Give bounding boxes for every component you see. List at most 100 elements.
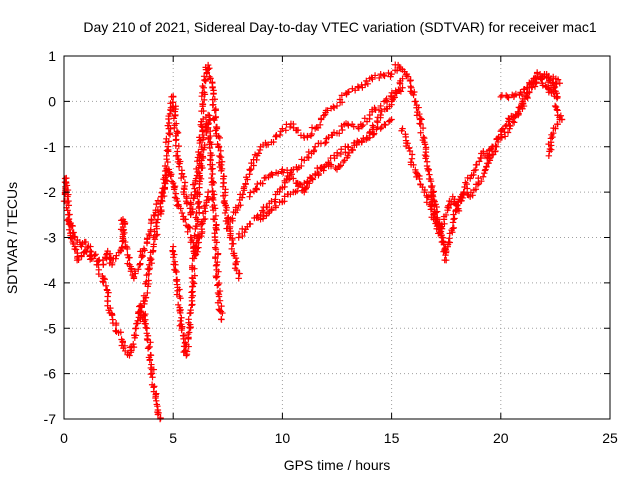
data-point <box>388 116 395 123</box>
data-point <box>546 145 554 153</box>
data-point <box>203 69 211 76</box>
data-point <box>385 69 392 77</box>
data-point <box>193 165 200 173</box>
data-point <box>396 80 404 87</box>
data-point <box>247 220 254 228</box>
data-point <box>308 175 316 182</box>
data-point <box>191 232 198 239</box>
data-point <box>112 255 119 262</box>
data-point <box>153 225 161 232</box>
data-point <box>207 75 214 82</box>
data-point <box>444 243 451 250</box>
series-track-11 <box>497 69 563 101</box>
data-point <box>553 106 561 113</box>
data-point <box>425 167 432 175</box>
data-point <box>64 207 71 214</box>
y-tick-label: -6 <box>44 366 57 382</box>
data-point <box>512 90 520 98</box>
data-point <box>130 273 138 281</box>
data-point <box>147 339 154 346</box>
data-point <box>274 170 282 177</box>
data-point <box>91 252 98 259</box>
data-point <box>137 308 145 316</box>
data-point <box>210 191 218 198</box>
data-point <box>531 75 538 82</box>
data-point <box>504 93 511 101</box>
data-point <box>82 238 90 246</box>
data-point <box>518 90 526 98</box>
data-point <box>520 86 527 93</box>
data-point <box>169 248 177 255</box>
data-point <box>498 126 505 134</box>
data-point <box>188 262 196 270</box>
data-point <box>235 230 243 238</box>
data-point <box>140 292 148 299</box>
data-point <box>202 76 210 83</box>
data-point <box>263 204 271 211</box>
data-point <box>210 206 217 214</box>
series-track-1 <box>60 174 164 423</box>
data-point <box>211 244 219 251</box>
data-point <box>147 364 155 372</box>
data-point <box>424 194 431 201</box>
data-point <box>404 73 412 80</box>
data-point <box>219 309 226 317</box>
data-point <box>148 256 155 263</box>
series-track-12 <box>545 116 566 160</box>
data-point <box>171 251 178 258</box>
data-point <box>417 120 424 128</box>
data-point <box>217 153 225 161</box>
data-point <box>232 261 239 268</box>
data-point <box>92 251 99 258</box>
data-point <box>252 185 259 193</box>
data-point <box>189 205 196 213</box>
data-point <box>167 125 174 133</box>
data-point <box>479 173 487 180</box>
data-point <box>313 124 320 131</box>
data-point <box>492 147 499 155</box>
data-point <box>416 175 423 183</box>
series-track-10 <box>427 75 566 237</box>
data-point <box>261 174 268 182</box>
data-point <box>363 77 370 85</box>
data-point <box>174 287 181 294</box>
data-point <box>168 178 176 185</box>
data-point <box>305 154 312 161</box>
data-point <box>338 99 346 106</box>
data-point <box>310 147 318 154</box>
data-point <box>330 129 338 136</box>
data-point <box>254 180 261 188</box>
data-point <box>146 254 154 262</box>
data-point <box>117 329 124 336</box>
data-point <box>258 207 266 214</box>
data-point <box>143 236 151 243</box>
data-point <box>269 171 276 179</box>
data-point <box>170 115 178 122</box>
data-point <box>187 199 194 207</box>
data-point <box>311 125 319 132</box>
data-point <box>399 75 406 82</box>
data-point <box>213 273 221 280</box>
data-point <box>177 295 184 302</box>
data-point <box>212 107 220 114</box>
data-point <box>121 229 128 237</box>
data-point <box>421 188 428 196</box>
data-point <box>172 261 179 268</box>
data-point <box>504 129 512 136</box>
data-point <box>240 185 247 192</box>
data-point <box>201 141 208 149</box>
data-point <box>190 243 197 251</box>
data-point <box>228 245 235 253</box>
data-point <box>412 98 419 105</box>
data-point <box>415 104 422 111</box>
data-point <box>288 171 295 178</box>
data-point <box>311 143 319 150</box>
data-point <box>62 187 69 195</box>
data-point <box>217 147 224 155</box>
data-point <box>298 162 305 170</box>
x-tick-label: 5 <box>169 430 177 446</box>
y-tick-label: -4 <box>44 275 57 291</box>
data-point <box>303 153 311 161</box>
data-point <box>381 72 388 80</box>
data-point <box>144 345 152 352</box>
